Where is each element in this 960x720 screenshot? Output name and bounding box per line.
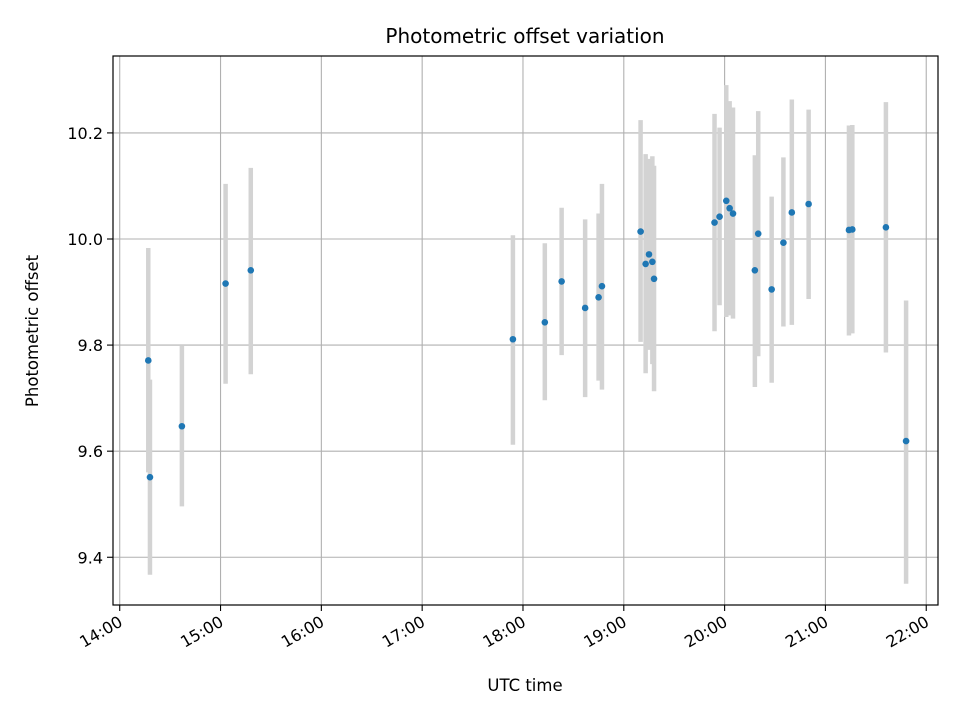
data-point [178, 422, 186, 430]
chart-title: Photometric offset variation [385, 24, 664, 48]
data-point [649, 258, 656, 266]
data-point [722, 197, 730, 205]
data-point [581, 304, 589, 312]
data-point [751, 266, 759, 274]
y-tick-label: 9.4 [78, 548, 103, 567]
data-point [780, 239, 787, 247]
y-tick-label: 10.2 [67, 124, 103, 143]
data-point [726, 204, 733, 212]
data-point [754, 230, 762, 237]
data-point [509, 335, 517, 343]
y-tick-label: 9.8 [78, 336, 103, 355]
data-point [144, 357, 152, 364]
data-point [247, 266, 255, 274]
data-point [146, 473, 154, 481]
data-point [541, 318, 549, 326]
data-point [642, 260, 649, 268]
data-point [729, 210, 737, 217]
data-point [598, 282, 606, 290]
data-point [768, 286, 775, 293]
data-point [637, 228, 644, 235]
data-points [144, 197, 910, 481]
y-axis-title: Photometric offset [23, 254, 42, 407]
data-point [882, 224, 890, 231]
y-tick-label: 9.6 [78, 442, 103, 461]
data-point [849, 226, 856, 233]
data-point [788, 209, 796, 216]
data-point [716, 213, 723, 221]
data-point [711, 219, 718, 226]
x-axis-title: UTC time [487, 676, 562, 695]
data-point [595, 294, 602, 301]
y-axis-ticks: 9.4 9.6 9.8 10.0 10.2 [67, 124, 113, 567]
data-point [805, 200, 812, 208]
data-point [650, 275, 658, 283]
data-point [902, 437, 910, 445]
plot-frame [112, 55, 939, 606]
data-point [645, 251, 653, 258]
y-tick-label: 10.0 [67, 230, 103, 249]
data-point [222, 280, 229, 287]
data-point [558, 278, 565, 285]
